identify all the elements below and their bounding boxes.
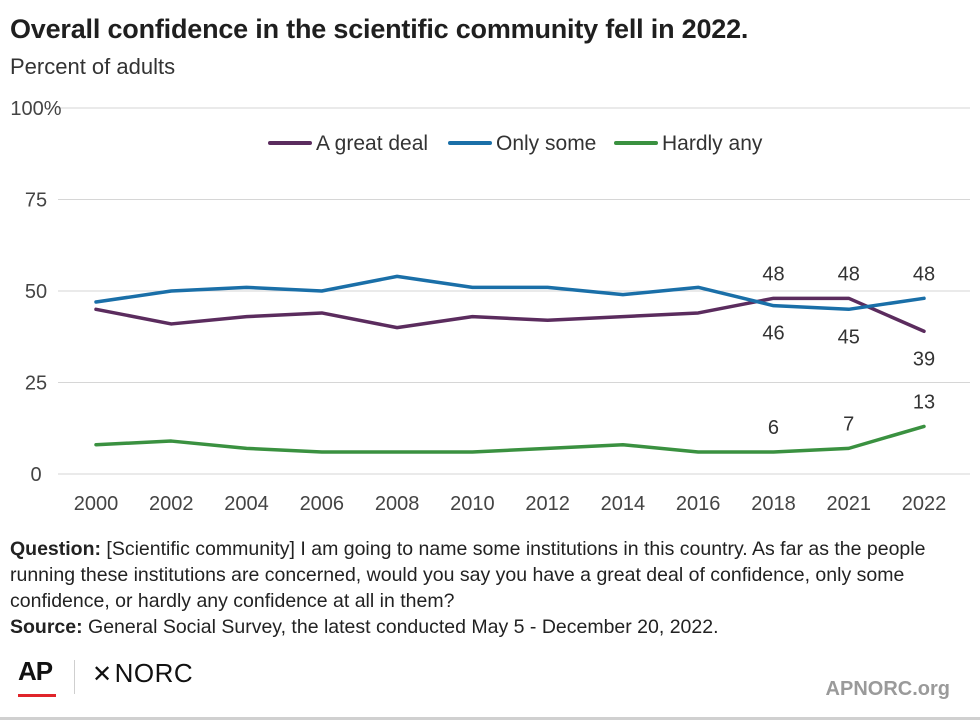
site-link[interactable]: APNORC.org bbox=[825, 678, 950, 700]
question-text: [Scientific community] I am going to nam… bbox=[10, 538, 926, 612]
bottom-divider bbox=[0, 717, 980, 720]
x-tick-label: 2004 bbox=[224, 493, 269, 515]
data-label: 13 bbox=[913, 391, 935, 413]
logo-row: AP ✕NORC bbox=[18, 656, 968, 700]
line-chart: 0 25 50 75 100% 2000 2002 2004 2006 2008 2010 2012 2… bbox=[10, 98, 970, 515]
source-label: Source: bbox=[10, 616, 83, 638]
x-tick-label: 2021 bbox=[826, 493, 871, 515]
data-label: 7 bbox=[843, 413, 854, 435]
x-tick-label: 2012 bbox=[525, 493, 570, 515]
data-label: 6 bbox=[768, 417, 779, 439]
x-tick-label: 2002 bbox=[149, 493, 194, 515]
ap-logo: AP bbox=[18, 656, 53, 686]
logo-divider bbox=[74, 660, 75, 694]
y-tick-label: 50 bbox=[25, 281, 47, 303]
y-tick-label: 75 bbox=[25, 190, 47, 212]
x-tick-label: 2022 bbox=[902, 493, 947, 515]
x-tick-label: 2010 bbox=[450, 493, 495, 515]
data-label: 48 bbox=[913, 263, 935, 285]
series-line bbox=[94, 274, 926, 312]
chart-title: Overall confidence in the scientific com… bbox=[10, 14, 749, 44]
x-tick-label: 2014 bbox=[601, 493, 646, 515]
chart-notes: Question: [Scientific community] I am go… bbox=[10, 536, 970, 640]
legend-label: Hardly any bbox=[662, 132, 763, 155]
question-label: Question: bbox=[10, 538, 101, 560]
norc-star-icon: ✕ bbox=[92, 661, 113, 688]
legend-label: A great deal bbox=[316, 132, 428, 155]
data-label: 46 bbox=[762, 323, 784, 345]
source-note: Source: General Social Survey, the lates… bbox=[10, 614, 970, 640]
ap-logo-underline bbox=[18, 694, 56, 697]
norc-logo-text: NORC bbox=[114, 658, 194, 688]
source-text: General Social Survey, the latest conduc… bbox=[88, 616, 719, 638]
norc-logo: ✕NORC bbox=[92, 658, 193, 689]
y-tick-label: 0 bbox=[30, 464, 41, 486]
chart-subtitle: Percent of adults bbox=[10, 54, 176, 79]
series-line bbox=[94, 424, 926, 454]
x-tick-label: 2018 bbox=[751, 493, 796, 515]
y-tick-label: 100% bbox=[10, 98, 61, 120]
x-tick-label: 2000 bbox=[74, 493, 119, 515]
question-note: Question: [Scientific community] I am go… bbox=[10, 536, 970, 614]
series-line bbox=[94, 296, 926, 334]
x-tick-label: 2006 bbox=[300, 493, 345, 515]
data-label: 39 bbox=[913, 348, 935, 370]
x-tick-label: 2008 bbox=[375, 493, 420, 515]
data-label: 48 bbox=[762, 263, 784, 285]
legend-label: Only some bbox=[496, 132, 596, 155]
x-tick-label: 2016 bbox=[676, 493, 721, 515]
y-tick-label: 25 bbox=[25, 373, 47, 395]
data-label: 45 bbox=[838, 326, 860, 348]
data-label: 48 bbox=[838, 263, 860, 285]
